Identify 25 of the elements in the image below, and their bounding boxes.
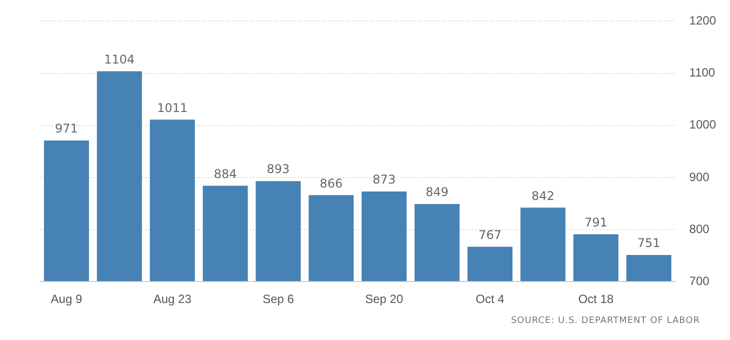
y-tick-label: 900 [689,170,710,184]
data-label: 1011 [157,100,188,115]
data-label: 767 [478,228,502,242]
data-label: 849 [426,185,449,200]
x-tick-label: Oct 18 [578,292,614,306]
x-tick-label: Aug 9 [50,292,82,306]
data-label: 842 [531,188,554,203]
y-tick-label: 1200 [689,14,716,28]
data-label: 866 [320,176,343,190]
y-tick-label: 700 [689,274,710,288]
x-tick-label: Sep 20 [365,292,404,306]
x-tick-label: Sep 6 [262,292,294,306]
source-note: SOURCE: U.S. DEPARTMENT OF LABOR [510,316,700,326]
data-label: 873 [372,172,396,187]
y-tick-label: 1000 [689,118,716,132]
y-tick-label: 1100 [689,66,716,80]
y-tick-label: 800 [689,222,710,236]
x-tick-label: Oct 4 [476,292,505,306]
x-tick-label: Aug 23 [153,292,192,306]
data-label: 791 [584,215,608,230]
data-label: 1104 [104,52,135,66]
data-label: 893 [266,162,290,176]
data-label: 971 [55,122,78,136]
data-label: 751 [637,236,660,250]
data-label: 884 [214,166,237,181]
